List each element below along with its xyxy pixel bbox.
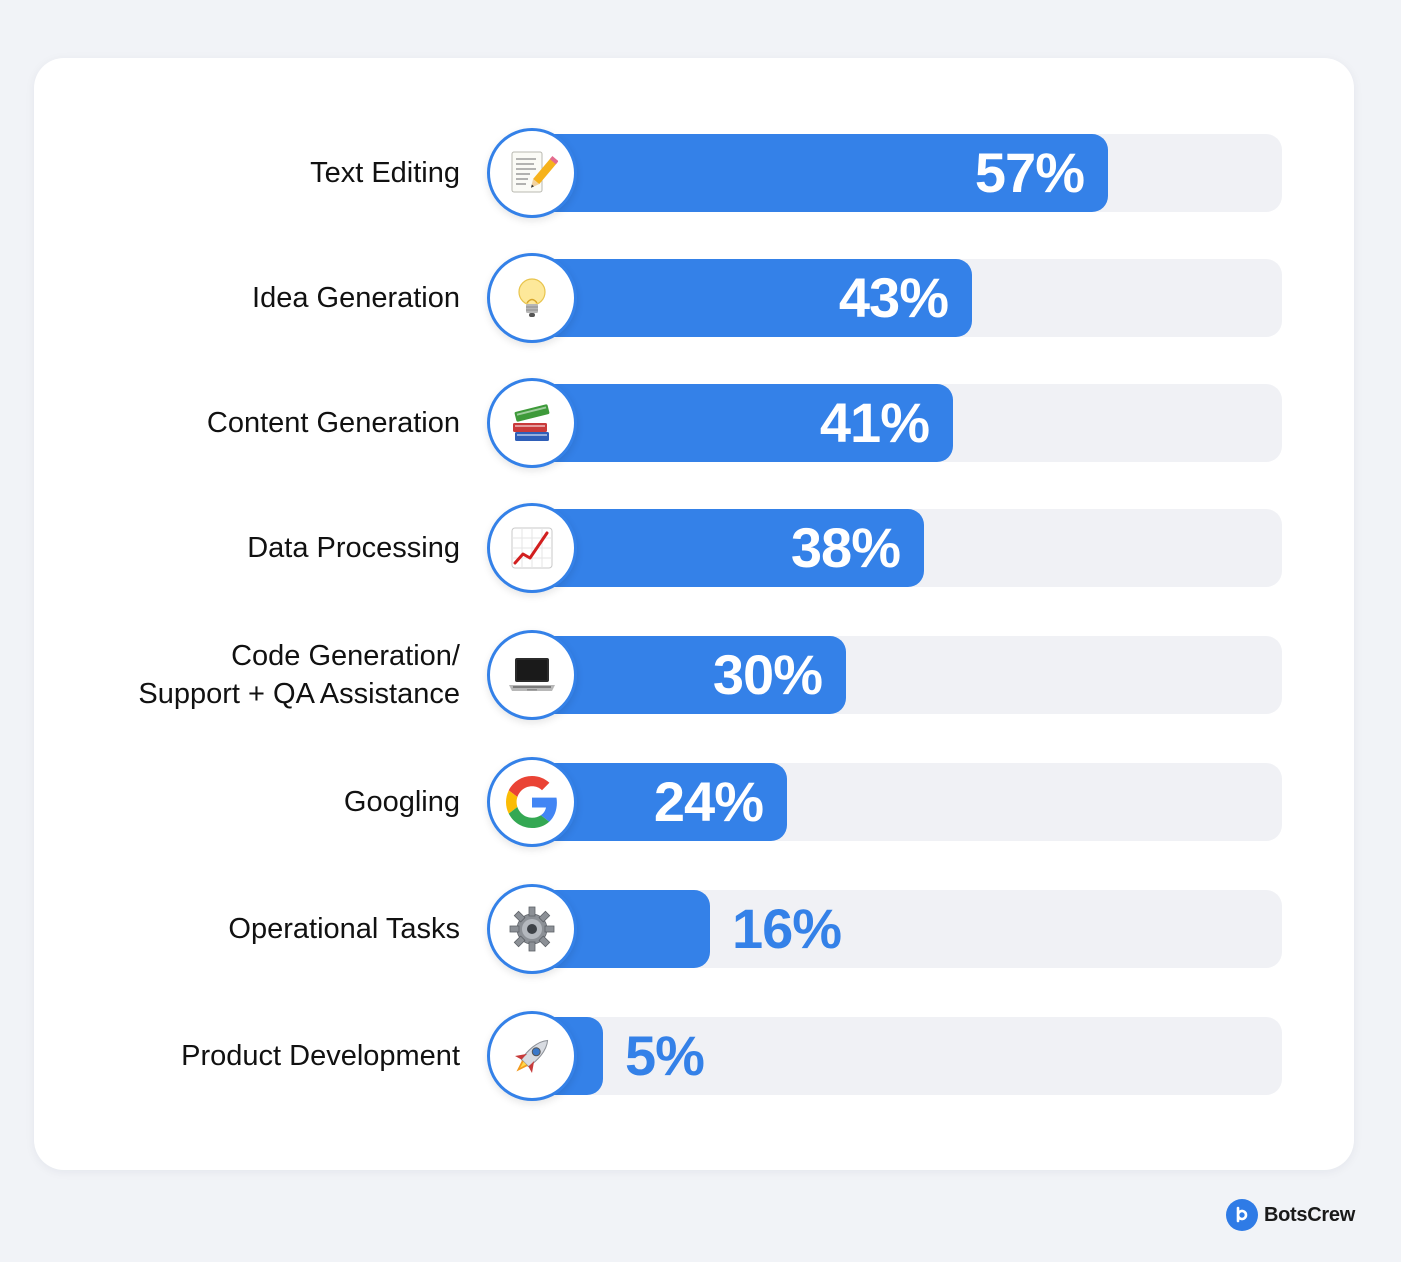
botscrew-logo-icon: [1226, 1199, 1258, 1231]
value-label: 43%: [838, 266, 949, 329]
bar-row-content-generation: Content Generation 41%: [34, 378, 1354, 468]
bar-row-code-generation: Code Generation/ Support + QA Assistance…: [34, 630, 1354, 720]
bar-row-operational-tasks: Operational Tasks 16%: [34, 884, 1354, 974]
value-label: 38%: [790, 516, 901, 579]
bar-row-googling: Googling 24%: [34, 757, 1354, 847]
light-bulb-icon: [487, 253, 577, 343]
bar-fill: [504, 259, 972, 337]
bar-fill: [504, 384, 953, 462]
chart-increasing-icon: [487, 503, 577, 593]
category-label: Googling: [343, 786, 460, 818]
bar-track: 38%: [504, 509, 1282, 587]
value-label: 16%: [732, 897, 842, 960]
rocket-icon: [487, 1011, 577, 1101]
bar-fill: [504, 134, 1108, 212]
category-label: Content Generation: [206, 407, 460, 439]
bar-row-data-processing: Data Processing 38%: [34, 503, 1354, 593]
gear-icon: [487, 884, 577, 974]
chart-card: Text Editing 57% Idea Generation 43% Content…: [34, 58, 1354, 1170]
bar-row-product-development: Product Development 5%: [34, 1011, 1354, 1101]
value-label: 24%: [653, 770, 764, 833]
bar-track: 16%: [504, 890, 1282, 968]
books-icon: [487, 378, 577, 468]
bar-track: 41%: [504, 384, 1282, 462]
laptop-icon: [487, 630, 577, 720]
category-label: Product Development: [181, 1040, 460, 1072]
category-label: Text Editing: [310, 157, 460, 189]
category-label: Idea Generation: [252, 282, 460, 314]
category-label: Data Processing: [247, 532, 460, 564]
value-label: 57%: [974, 141, 1085, 204]
bar-row-idea-generation: Idea Generation 43%: [34, 253, 1354, 343]
bar-track: 24%: [504, 763, 1282, 841]
google-g-icon: [487, 757, 577, 847]
bar-row-text-editing: Text Editing 57%: [34, 128, 1354, 218]
memo-pencil-icon: [487, 128, 577, 218]
value-label: 5%: [625, 1024, 705, 1087]
bar-track: 57%: [504, 134, 1282, 212]
category-label: Operational Tasks: [228, 913, 460, 945]
brand-logo: BotsCrew: [1226, 1198, 1355, 1232]
value-label: 41%: [819, 391, 930, 454]
category-label: Code Generation/ Support + QA Assistance: [138, 640, 460, 710]
bar-track: 5%: [504, 1017, 1282, 1095]
bar-track: 30%: [504, 636, 1282, 714]
brand-name: BotsCrew: [1264, 1203, 1355, 1226]
value-label: 30%: [712, 643, 823, 706]
bar-track: 43%: [504, 259, 1282, 337]
